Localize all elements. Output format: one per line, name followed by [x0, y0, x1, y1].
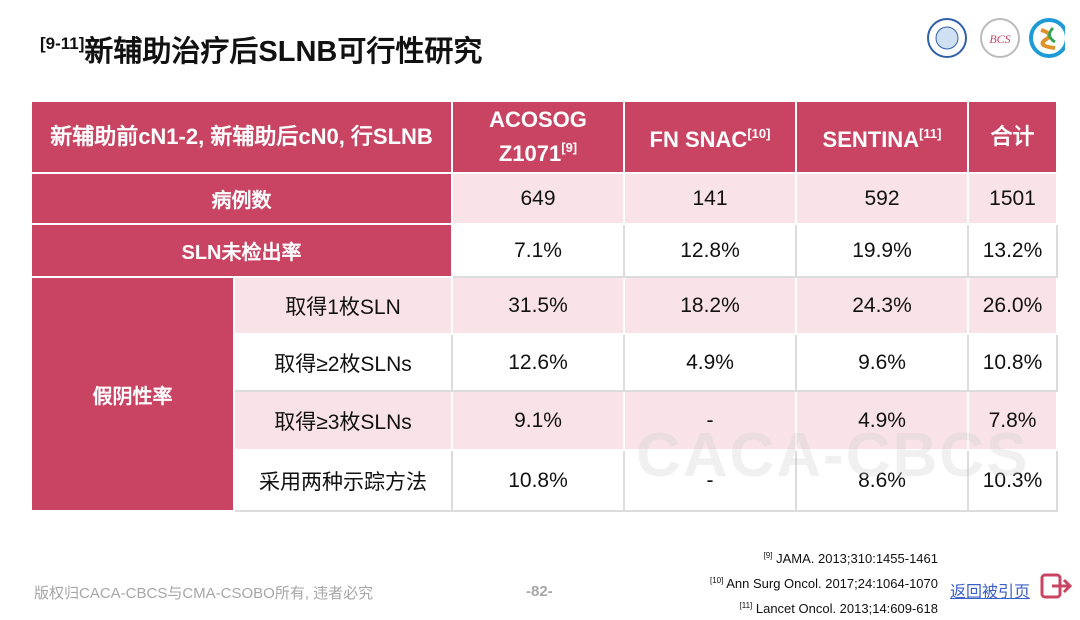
data-table: 新辅助前cN1-2, 新辅助后cN0, 行SLNB ACOSOG Z1071[9]… — [30, 100, 1058, 512]
sub-label: 取得1枚SLN — [233, 276, 453, 335]
back-link[interactable]: 返回被引页 — [950, 584, 1031, 601]
sub-label: 取得≥3枚SLNs — [233, 390, 453, 451]
logo-1-inner — [935, 26, 959, 50]
sub-label: 采用两种示踪方法 — [233, 449, 453, 512]
header-cite: [10] — [747, 126, 771, 141]
title-cite: [9-11] — [40, 34, 85, 53]
back-icon-arrow — [1052, 578, 1073, 594]
reference-cite: [9] — [763, 551, 773, 560]
data-cell: 141 — [623, 172, 797, 225]
reference: [9] JAMA. 2013;310:1455-1461 — [710, 545, 938, 570]
watermark: CACA-CBCS — [636, 421, 1030, 490]
header-text: 新辅助前cN1-2, 新辅助后cN0, 行SLNB — [50, 124, 433, 149]
copyright: 版权归CACA-CBCS与CMA-CSOBO所有, 违者必究 — [34, 585, 374, 602]
table-row: SLN未检出率 7.1% 12.8% 19.9% 13.2% — [30, 223, 1058, 278]
data-cell: 7.1% — [451, 223, 625, 278]
table-row: 假阴性率 取得1枚SLN 31.5% 18.2% 24.3% 26.0% — [30, 276, 1058, 512]
logo-2-text: BCS — [989, 32, 1010, 46]
table-row: 病例数 649 141 592 1501 — [30, 172, 1058, 225]
table-row: 取得≥2枚SLNs 12.6% 4.9% 9.6% 10.8% — [31, 333, 1058, 392]
data-cell: 1501 — [967, 172, 1058, 225]
header-text: 合计 — [990, 124, 1035, 149]
data-cell: 18.2% — [623, 276, 797, 335]
header-cell: 新辅助前cN1-2, 新辅助后cN0, 行SLNB — [30, 100, 453, 174]
data-cell: 8.6% — [795, 449, 969, 512]
row-label: SLN未检出率 — [30, 223, 453, 278]
header-text: SENTINA — [822, 127, 920, 152]
reference-text: Lancet Oncol. 2013;14:609-618 — [755, 601, 938, 616]
data-cell: 24.3% — [795, 276, 969, 335]
references: [9] JAMA. 2013;310:1455-1461 [10] Ann Sur… — [710, 545, 938, 620]
data-cell: 4.9% — [623, 333, 797, 392]
title-text: 新辅助治疗后SLNB可行性研究 — [84, 36, 483, 68]
sub-label: 取得≥2枚SLNs — [233, 333, 453, 392]
data-cell: 10.8% — [451, 449, 625, 512]
data-cell: 10.8% — [967, 333, 1058, 392]
slide-title: [9-11]新辅助治疗后SLNB可行性研究 — [40, 28, 482, 70]
logo-3-leaf — [1048, 26, 1056, 44]
header-cell: SENTINA[11] — [795, 100, 969, 174]
reference: [10] Ann Surg Oncol. 2017;24:1064-1070 — [710, 570, 938, 595]
header-cite: [9] — [561, 140, 578, 155]
logo-3-swoosh — [1040, 28, 1056, 50]
data-cell: 9.6% — [795, 333, 969, 392]
header-row: 新辅助前cN1-2, 新辅助后cN0, 行SLNB ACOSOG Z1071[9]… — [30, 100, 1058, 174]
data-cell: 12.6% — [451, 333, 625, 392]
reference-cite: [11] — [739, 601, 753, 610]
header-cell: FN SNAC[10] — [623, 100, 797, 174]
table-row: 采用两种示踪方法 10.8% -8.6% 10.3% — [31, 449, 1058, 512]
data-cell: - — [623, 390, 797, 451]
row-label: 病例数 — [30, 172, 453, 225]
header-text: FN SNAC — [649, 127, 748, 152]
data-cell: - — [623, 449, 797, 512]
data-cell: 4.9% — [795, 390, 969, 451]
logos: BCS — [927, 18, 1065, 58]
reference-cite: [10] — [709, 576, 724, 585]
header-text: ACOSOG Z1071 — [489, 107, 587, 166]
data-cell: 12.8% — [623, 223, 797, 278]
reference-text: Ann Surg Oncol. 2017;24:1064-1070 — [726, 576, 938, 591]
data-cell: 7.8% — [967, 390, 1058, 451]
logo-2 — [980, 18, 1020, 58]
data-cell: 9.1% — [451, 390, 625, 451]
reference-text: JAMA. 2013;310:1455-1461 — [776, 551, 938, 566]
group-label: 假阴性率 — [30, 276, 235, 512]
data-cell: 649 — [451, 172, 625, 225]
data-cell: 31.5% — [451, 276, 625, 335]
page-number: -82- — [526, 583, 553, 600]
back-icon[interactable] — [1040, 572, 1074, 600]
data-cell: 19.9% — [795, 223, 969, 278]
header-cell: 合计 — [967, 100, 1058, 174]
table-row: 取得≥3枚SLNs 9.1% -4.9% 7.8% — [31, 390, 1058, 451]
data-cell: 26.0% — [967, 276, 1058, 335]
data-cell: 592 — [795, 172, 969, 225]
header-cell: ACOSOG Z1071[9] — [451, 100, 625, 174]
data-cell: 10.3% — [967, 449, 1058, 512]
header-cite: [11] — [919, 126, 942, 141]
data-cell: 13.2% — [967, 223, 1058, 278]
